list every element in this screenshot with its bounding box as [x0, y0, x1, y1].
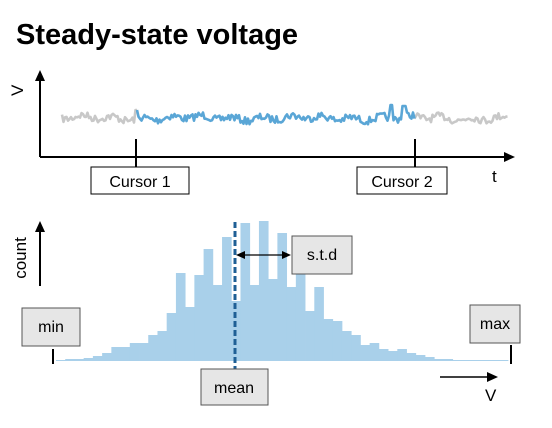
- v-axis-arrowhead: [487, 372, 498, 382]
- histogram-x-axis-label: V: [485, 386, 497, 405]
- trace-x-axis-arrowhead: [504, 152, 515, 162]
- histogram-bar: [185, 307, 195, 361]
- mean-box: mean: [200, 368, 269, 406]
- histogram-bar: [397, 349, 407, 361]
- histogram-bar: [406, 353, 417, 361]
- trace-panel: V t Cursor 1 Cursor 2: [8, 70, 515, 195]
- histogram-bar: [332, 321, 343, 361]
- histogram-bar: [452, 360, 463, 361]
- max-box: max: [469, 304, 521, 344]
- histogram-bar: [295, 263, 306, 361]
- trace-segment-between-cursors: [135, 103, 416, 126]
- histogram-bar: [471, 360, 481, 361]
- std-arrowhead-right: [282, 251, 291, 259]
- histogram-bar: [351, 335, 361, 361]
- histogram-bar: [111, 347, 121, 361]
- mean-label: mean: [214, 380, 254, 397]
- histogram-bar: [268, 279, 278, 361]
- histogram-bar: [434, 359, 444, 361]
- min-box: min: [21, 307, 81, 347]
- figure-title: Steady-state voltage: [16, 19, 298, 51]
- histogram-bar: [314, 287, 324, 361]
- min-label: min: [38, 319, 64, 336]
- histogram-bar: [415, 355, 426, 361]
- histogram-bar: [129, 343, 140, 361]
- histogram-bar: [443, 359, 454, 361]
- histogram-bar: [249, 285, 260, 361]
- trace-segment-before-cursor1: [60, 108, 137, 125]
- histogram-bar: [341, 331, 352, 361]
- histogram-bar: [388, 351, 398, 361]
- histogram-bar: [369, 343, 380, 361]
- trace-x-axis-label: t: [492, 167, 497, 186]
- histogram-bar: [277, 233, 288, 361]
- histogram-bar: [102, 353, 112, 361]
- histogram-bar: [323, 319, 334, 361]
- trace-segment-after-cursor2: [413, 111, 508, 125]
- std-box: s.t.d: [291, 235, 353, 275]
- histogram-y-axis-arrowhead: [35, 221, 45, 232]
- histogram-bar: [240, 223, 251, 361]
- histogram-bar: [175, 273, 186, 361]
- histogram-bar: [212, 285, 223, 361]
- std-label: s.t.d: [307, 247, 337, 264]
- histogram-bar: [489, 360, 500, 361]
- trace-y-axis-arrowhead: [35, 70, 45, 81]
- cursor1-box: Cursor 1: [90, 166, 190, 195]
- std-arrowhead-left: [236, 251, 245, 259]
- trace-y-axis-label: V: [8, 84, 27, 96]
- histogram-y-axis-label: count: [11, 237, 30, 279]
- histogram-bar: [139, 343, 149, 361]
- histogram-bar: [286, 287, 297, 361]
- histogram-bar: [222, 237, 232, 361]
- histogram-bars: [56, 221, 509, 361]
- histogram-bar: [480, 360, 490, 361]
- histogram-bar: [65, 359, 75, 361]
- histogram-bar: [74, 359, 85, 361]
- histogram-bar: [194, 275, 204, 361]
- histogram-bar: [203, 249, 214, 361]
- cursor2-box: Cursor 2: [356, 166, 448, 195]
- histogram-bar: [120, 347, 131, 361]
- histogram-bar: [166, 313, 177, 361]
- histogram-bar: [305, 311, 315, 361]
- histogram-bar: [92, 356, 103, 361]
- histogram-bar: [56, 360, 66, 361]
- histogram-bar: [83, 358, 94, 361]
- max-label: max: [480, 316, 510, 333]
- histogram-bar: [498, 360, 509, 361]
- histogram-bar: [424, 357, 435, 361]
- histogram-bar: [157, 331, 168, 361]
- histogram-bar: [258, 221, 269, 361]
- histogram-bar: [461, 360, 472, 361]
- histogram-bar: [148, 335, 158, 361]
- voltage-trace: [60, 103, 508, 126]
- histogram-bar: [378, 349, 389, 361]
- histogram-panel: count min max mean s.t.d V: [11, 221, 521, 406]
- cursor2-label: Cursor 2: [371, 174, 432, 191]
- histogram-bar: [360, 345, 371, 361]
- cursor1-label: Cursor 1: [109, 174, 170, 191]
